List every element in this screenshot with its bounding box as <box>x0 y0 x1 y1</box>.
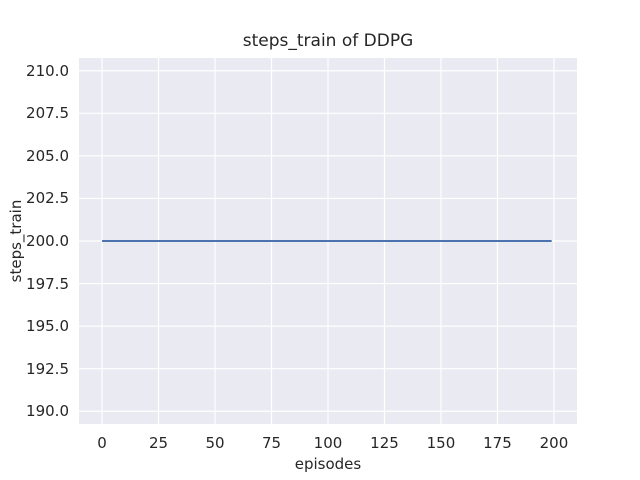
x-tick-label: 75 <box>261 434 282 452</box>
x-tick-label: 0 <box>97 434 107 452</box>
x-tick-label: 25 <box>148 434 169 452</box>
x-tick-label: 50 <box>205 434 225 452</box>
y-tick-label: 197.5 <box>26 274 69 293</box>
y-tick-label: 202.5 <box>26 189 69 208</box>
y-tick-label: 205.0 <box>26 146 69 165</box>
x-tick-label: 175 <box>483 434 512 452</box>
y-tick-label: 200.0 <box>26 232 69 250</box>
y-tick-label: 190.0 <box>26 402 69 421</box>
y-tick-label: 195.0 <box>26 317 69 336</box>
chart-title: steps_train of DDPG <box>242 31 414 51</box>
y-tick-label: 207.5 <box>26 104 69 123</box>
x-tick-label: 200 <box>539 434 569 452</box>
x-tick-label: 125 <box>370 434 399 452</box>
y-tick-label: 210.0 <box>26 61 69 80</box>
x-tick-label: 150 <box>426 434 456 452</box>
plot-area <box>79 58 577 424</box>
x-tick-label: 100 <box>313 434 343 452</box>
plot-canvas <box>79 58 577 424</box>
y-tick-label: 192.5 <box>26 359 69 378</box>
x-axis-label: episodes <box>294 455 362 473</box>
